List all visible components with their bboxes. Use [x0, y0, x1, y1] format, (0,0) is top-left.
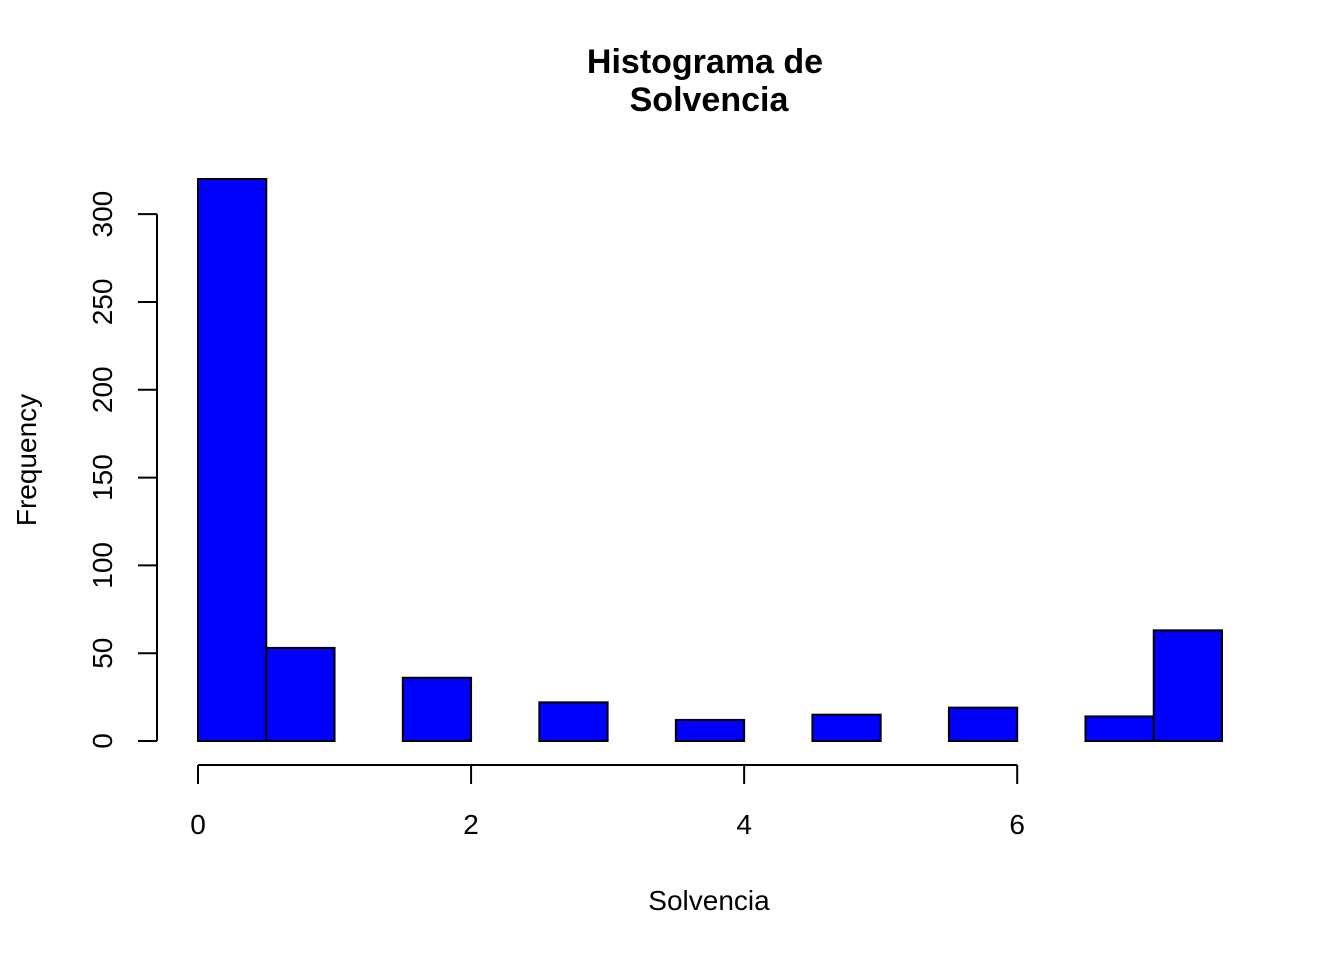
- histogram-bar: [401, 676, 473, 743]
- y-tick-label: 150: [87, 454, 118, 501]
- x-tick-label: 4: [736, 809, 752, 840]
- x-tick-label: 0: [190, 809, 206, 840]
- histogram-bar: [947, 706, 1019, 742]
- y-tick-label: 200: [87, 366, 118, 413]
- bars-group: [197, 178, 1223, 743]
- x-axis-label: Solvencia: [648, 885, 770, 916]
- y-tick-label: 300: [87, 191, 118, 238]
- histogram-bar: [1152, 629, 1223, 743]
- x-axis: 0 2 4 6: [190, 764, 1025, 840]
- x-tick-label: 6: [1009, 809, 1025, 840]
- y-tick-label: 0: [87, 733, 118, 749]
- chart-title-line-2: Solvencia: [630, 81, 790, 119]
- y-tick-label: 50: [87, 638, 118, 669]
- y-tick-label: 100: [87, 542, 118, 589]
- y-axis-label: Frequency: [11, 394, 42, 526]
- x-tick-label: 2: [463, 809, 479, 840]
- histogram-bar: [265, 646, 336, 743]
- y-tick-label: 250: [87, 279, 118, 326]
- histogram-bar: [811, 713, 882, 742]
- histogram-bar: [197, 178, 268, 742]
- histogram-bar: [674, 718, 746, 742]
- histogram-bar: [538, 701, 609, 742]
- y-axis: 0 50 100 150 200 250 300: [87, 191, 158, 749]
- chart-title-line-1: Histograma de: [587, 43, 823, 81]
- histogram-bar: [1084, 715, 1155, 742]
